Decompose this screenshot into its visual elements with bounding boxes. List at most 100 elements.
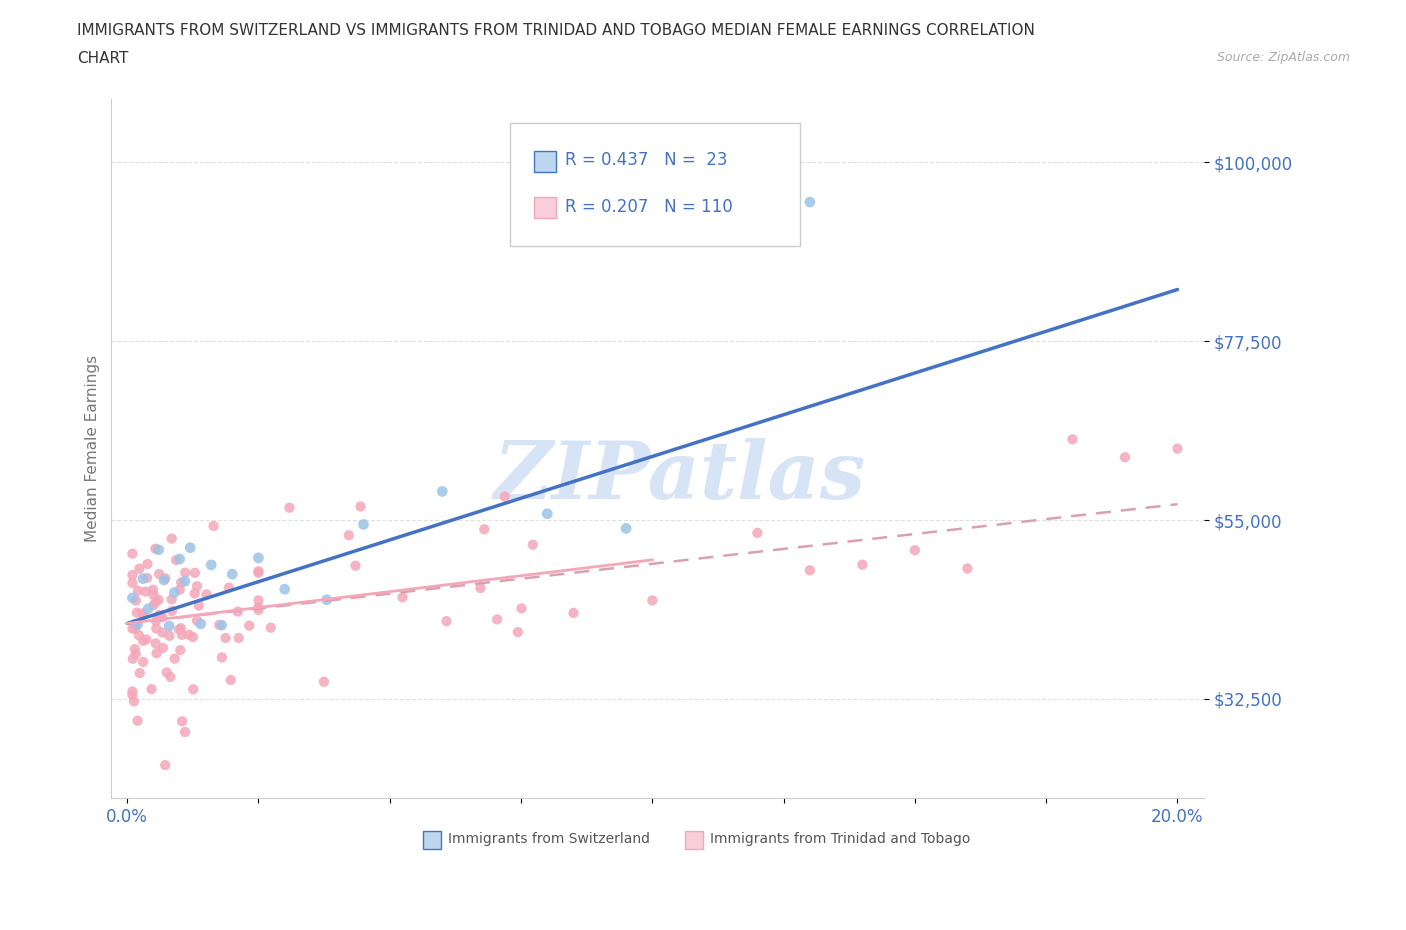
Point bbox=[157, 618, 180, 633]
Point bbox=[145, 594, 167, 609]
Point bbox=[353, 517, 375, 532]
Point bbox=[470, 580, 492, 595]
Point bbox=[169, 551, 191, 566]
Point bbox=[167, 622, 190, 637]
Point bbox=[124, 642, 146, 657]
Point bbox=[228, 631, 250, 645]
Point bbox=[614, 521, 637, 536]
Point bbox=[174, 724, 197, 739]
Point bbox=[124, 621, 146, 636]
Point bbox=[125, 593, 148, 608]
Point bbox=[145, 541, 167, 556]
Point bbox=[160, 531, 183, 546]
Y-axis label: Median Female Earnings: Median Female Earnings bbox=[86, 355, 100, 542]
Point bbox=[152, 641, 174, 656]
Point bbox=[219, 672, 242, 687]
Point bbox=[1062, 432, 1084, 446]
Point bbox=[486, 612, 509, 627]
Point bbox=[186, 578, 208, 593]
Point bbox=[799, 194, 821, 209]
Point bbox=[190, 617, 212, 631]
Point bbox=[128, 666, 150, 681]
Point bbox=[391, 590, 413, 604]
Point bbox=[170, 575, 193, 590]
Point bbox=[157, 629, 180, 644]
Point bbox=[273, 582, 295, 597]
Point bbox=[510, 601, 533, 616]
Point bbox=[169, 643, 191, 658]
Point bbox=[214, 631, 236, 645]
Text: Source: ZipAtlas.com: Source: ZipAtlas.com bbox=[1216, 51, 1350, 64]
Point bbox=[179, 540, 201, 555]
Point bbox=[170, 620, 193, 635]
Point bbox=[122, 694, 145, 709]
Text: IMMIGRANTS FROM SWITZERLAND VS IMMIGRANTS FROM TRINIDAD AND TOBAGO MEDIAN FEMALE: IMMIGRANTS FROM SWITZERLAND VS IMMIGRANT… bbox=[77, 23, 1035, 38]
Point bbox=[260, 620, 283, 635]
Point bbox=[506, 625, 529, 640]
Point bbox=[145, 614, 167, 629]
Point bbox=[121, 651, 143, 666]
Point bbox=[247, 603, 270, 618]
Point bbox=[221, 566, 243, 581]
Point bbox=[121, 684, 143, 698]
Point bbox=[226, 604, 249, 619]
Point bbox=[536, 506, 558, 521]
Point bbox=[799, 563, 821, 578]
Point bbox=[170, 628, 193, 643]
Point bbox=[202, 519, 225, 534]
Point bbox=[155, 571, 177, 586]
Point bbox=[181, 630, 204, 644]
Point bbox=[238, 618, 260, 633]
FancyBboxPatch shape bbox=[685, 831, 703, 849]
Point bbox=[153, 573, 176, 588]
FancyBboxPatch shape bbox=[534, 152, 555, 172]
Point bbox=[172, 714, 194, 729]
Point bbox=[208, 618, 231, 632]
Point bbox=[747, 525, 769, 540]
Point bbox=[1114, 450, 1136, 465]
Point bbox=[136, 570, 159, 585]
Point bbox=[145, 645, 167, 660]
Point bbox=[312, 674, 335, 689]
Point bbox=[211, 618, 233, 632]
Point bbox=[128, 562, 150, 577]
Text: Immigrants from Switzerland: Immigrants from Switzerland bbox=[449, 832, 650, 846]
Point bbox=[177, 627, 200, 642]
FancyBboxPatch shape bbox=[534, 196, 555, 218]
Point bbox=[141, 682, 163, 697]
Text: ZIPatlas: ZIPatlas bbox=[494, 438, 866, 515]
Point bbox=[152, 610, 174, 625]
Point bbox=[131, 606, 153, 621]
Point bbox=[956, 561, 979, 576]
Point bbox=[184, 565, 207, 580]
Point bbox=[160, 604, 183, 618]
Point bbox=[163, 651, 186, 666]
Point bbox=[169, 582, 191, 597]
Text: CHART: CHART bbox=[77, 51, 129, 66]
Point bbox=[127, 583, 149, 598]
Point bbox=[125, 646, 148, 661]
Point bbox=[127, 713, 149, 728]
Point bbox=[344, 558, 367, 573]
Point bbox=[337, 528, 360, 543]
Point bbox=[135, 632, 157, 647]
Point bbox=[132, 607, 155, 622]
Point bbox=[522, 538, 544, 552]
Point bbox=[1166, 441, 1188, 456]
Point bbox=[152, 625, 174, 640]
Point bbox=[195, 587, 218, 602]
Point bbox=[128, 628, 150, 643]
Point bbox=[160, 592, 183, 607]
Point bbox=[278, 500, 301, 515]
Point bbox=[132, 655, 155, 670]
Point bbox=[145, 636, 167, 651]
Point bbox=[145, 621, 167, 636]
Point bbox=[142, 588, 165, 603]
Point bbox=[148, 566, 170, 581]
Point bbox=[247, 551, 270, 565]
Point bbox=[148, 592, 170, 607]
FancyBboxPatch shape bbox=[423, 831, 441, 849]
Point bbox=[121, 591, 143, 605]
Point bbox=[432, 484, 454, 498]
Point bbox=[494, 489, 516, 504]
